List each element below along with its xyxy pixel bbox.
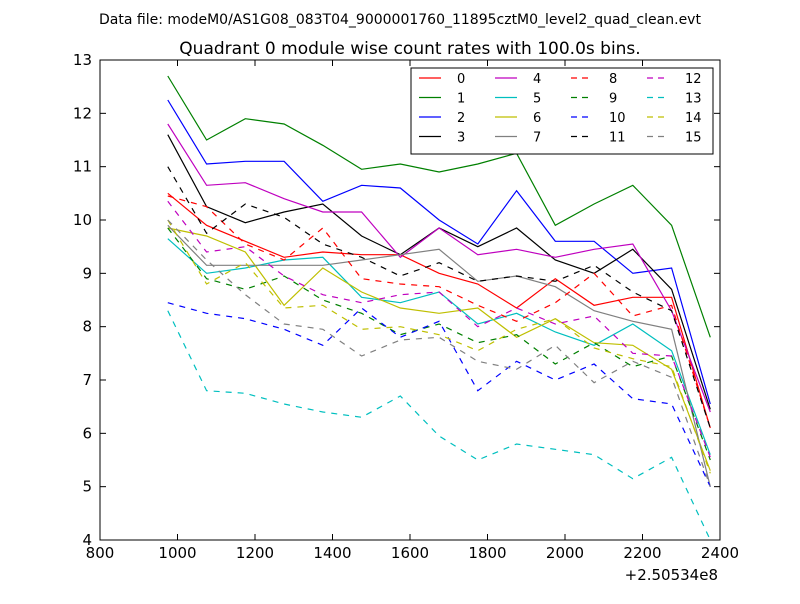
series-line-0 [167,192,711,429]
y-tick-label: 6 [82,424,92,442]
series-line-9 [167,227,711,461]
legend-label: 3 [457,131,465,146]
legend-label: 0 [457,72,465,87]
y-tick-label: 13 [73,51,92,69]
y-tick-label: 5 [82,478,92,496]
series-line-11 [167,166,711,429]
legend-label: 1 [457,92,465,107]
series-line-7 [167,224,711,487]
series-line-14 [167,219,711,474]
x-tick-label: 1200 [236,544,274,562]
x-tick-label: 1400 [313,544,351,562]
series-line-15 [167,219,711,487]
legend-box [410,67,714,155]
y-tick-label: 11 [73,158,92,176]
legend-label: 4 [533,72,541,87]
legend-item-11: 11 [571,131,626,146]
legend-item-4: 4 [495,72,541,87]
y-tick-label: 8 [82,318,92,336]
legend-item-13: 13 [647,92,702,107]
series-line-4 [167,123,711,413]
legend-label: 9 [609,92,617,107]
x-tick-label: 2000 [546,544,584,562]
legend-item-7: 7 [495,131,541,146]
legend-item-0: 0 [419,72,465,87]
legend-label: 11 [609,131,626,146]
chart-title: Quadrant 0 module wise count rates with … [179,39,640,59]
x-tick-label: 800 [86,544,115,562]
y-tick-label: 4 [82,531,92,549]
series-line-8 [167,195,711,429]
x-tick-label: 2200 [623,544,661,562]
legend-label: 5 [533,92,541,107]
legend-item-3: 3 [419,131,465,146]
series-group [167,75,711,540]
legend-label: 10 [609,111,626,126]
legend-item-9: 9 [571,92,617,107]
legend-label: 7 [533,131,541,146]
legend-label: 13 [685,92,702,107]
legend-item-2: 2 [419,111,465,126]
legend-label: 12 [685,72,702,87]
series-line-13 [167,310,711,540]
chart-suptitle: Data file: modeM0/AS1G08_083T04_90000017… [99,12,701,28]
x-tick-label: 1000 [158,544,196,562]
legend-item-1: 1 [419,92,465,107]
series-line-10 [167,302,711,487]
legend-label: 15 [685,131,702,146]
series-line-12 [167,200,711,458]
x-tick-label: 2400 [701,544,739,562]
x-axis-offset-label: +2.50534e8 [625,566,718,584]
y-tick-label: 9 [82,264,92,282]
legend-item-5: 5 [495,92,541,107]
x-tick-label: 1800 [468,544,506,562]
y-tick-label: 7 [82,371,92,389]
y-tick-label: 10 [73,211,92,229]
legend-label: 8 [609,72,617,87]
x-tick-label: 1600 [391,544,429,562]
legend-label: 6 [533,111,541,126]
plot-area: 800 1000 1200 1400 1600 1800 2000 2200 2400 4 5 6 7 8… [73,51,739,562]
legend-item-14: 14 [647,111,702,126]
legend-label: 2 [457,111,465,126]
legend-item-10: 10 [571,111,626,126]
legend-item-12: 12 [647,72,702,87]
legend-label: 14 [685,111,702,126]
y-tick-label: 12 [73,104,92,122]
legend-item-8: 8 [571,72,617,87]
series-line-6 [167,227,711,471]
series-line-2 [167,99,711,405]
legend-item-6: 6 [495,111,541,126]
series-line-1 [167,75,711,338]
legend-item-15: 15 [647,131,702,146]
